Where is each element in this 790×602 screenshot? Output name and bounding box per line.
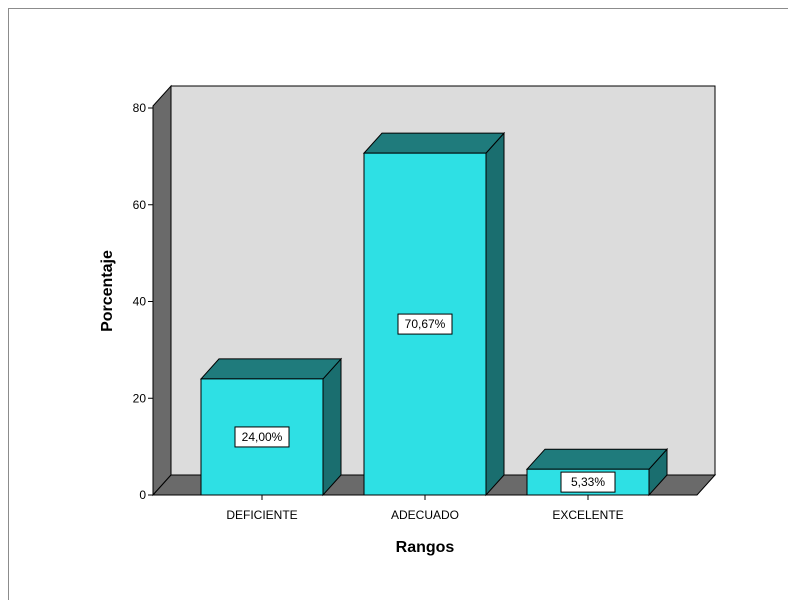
x-tick-label: DEFICIENTE xyxy=(226,508,297,522)
x-tick-label: EXCELENTE xyxy=(552,508,623,522)
y-tick-label: 80 xyxy=(133,101,147,115)
y-axis: 0 20 40 60 80 xyxy=(133,101,154,502)
bar-top xyxy=(362,132,506,154)
bar: 5,33% xyxy=(525,447,669,497)
bars: 24,00% 70,67% 5,33% xyxy=(199,131,669,497)
y-tick-label: 0 xyxy=(139,488,146,502)
x-axis-title: Rangos xyxy=(396,539,455,556)
left-wall xyxy=(152,84,172,497)
x-tick-label: ADECUADO xyxy=(391,508,459,522)
bar-side xyxy=(322,357,342,497)
x-axis: DEFICIENTE ADECUADO EXCELENTE xyxy=(153,494,697,522)
bar: 24,00% xyxy=(199,357,343,497)
data-label: 5,33% xyxy=(571,475,605,489)
bar-top xyxy=(199,358,343,380)
data-label: 70,67% xyxy=(405,317,446,331)
y-tick-label: 60 xyxy=(133,198,147,212)
data-label-box xyxy=(560,471,616,493)
y-tick-label: 40 xyxy=(133,295,147,309)
y-axis-title: Porcentaje xyxy=(99,250,116,332)
data-label: 24,00% xyxy=(242,430,283,444)
data-label-box xyxy=(234,426,290,448)
bar-side xyxy=(485,131,505,497)
bar-top xyxy=(525,448,669,470)
y-tick-label: 20 xyxy=(133,391,147,405)
bar: 70,67% xyxy=(362,131,506,497)
data-label-box xyxy=(397,313,453,335)
